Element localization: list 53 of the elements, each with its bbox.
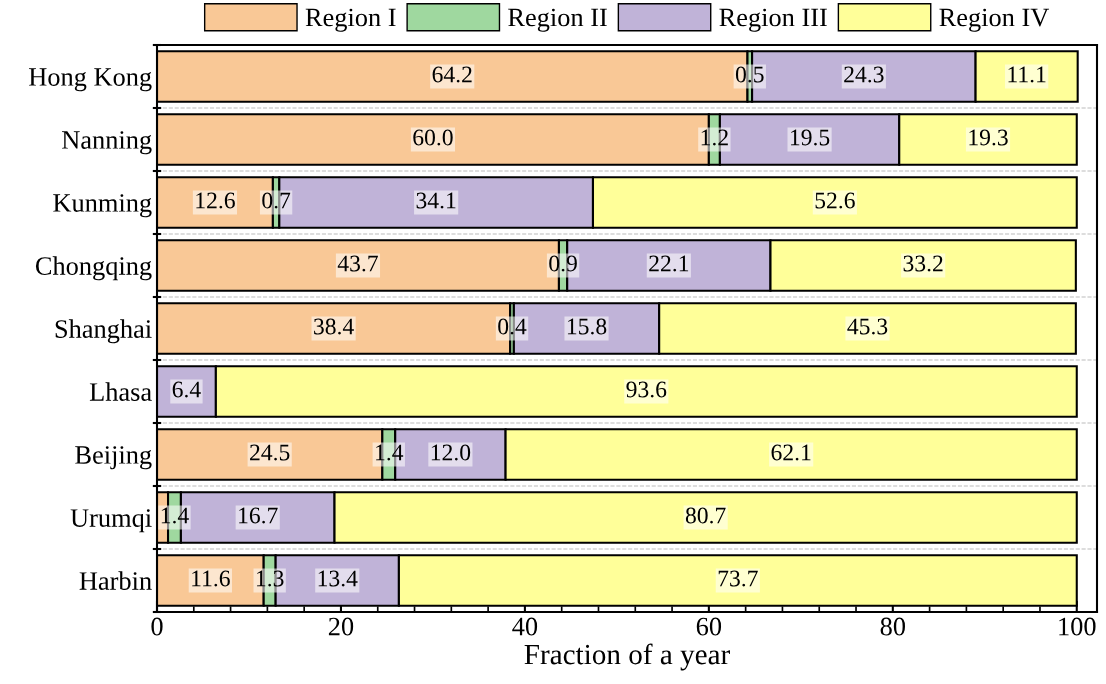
data-label: 0.4 <box>498 318 527 335</box>
data-label: 1.4 <box>376 444 404 461</box>
data-label: 1.3 <box>256 570 284 587</box>
data-label: 24.3 <box>844 66 884 83</box>
x-tick-label: 100 <box>1059 617 1096 636</box>
data-label: 45.3 <box>847 318 888 335</box>
data-label: 24.5 <box>250 444 290 461</box>
x-tick-label: 20 <box>328 617 354 636</box>
data-label: 11.6 <box>192 570 230 587</box>
data-label: 1.4 <box>161 507 189 524</box>
y-tick-label: Urumqi <box>70 509 152 533</box>
y-tick-label: Chongqing <box>35 256 152 281</box>
data-label: 6.4 <box>172 381 201 398</box>
data-label: 1.2 <box>701 129 728 146</box>
legend-label: Region I <box>305 8 396 32</box>
data-label: 80.7 <box>685 507 726 524</box>
data-label: 0.7 <box>262 192 291 209</box>
data-label: 12.0 <box>431 444 471 461</box>
legend-label: Region IV <box>939 8 1050 32</box>
y-tick-label: Shanghai <box>55 319 152 344</box>
data-label: 19.3 <box>969 129 1008 146</box>
y-tick-label: Hong Kong <box>29 68 152 92</box>
y-tick-label: Nanning <box>62 131 152 155</box>
x-tick-label: 60 <box>696 617 722 636</box>
legend-label: Region III <box>719 8 827 32</box>
data-label: 38.4 <box>314 318 354 335</box>
x-tick-label: 0 <box>151 617 163 636</box>
x-tick-label: 40 <box>512 617 538 636</box>
data-label: 13.4 <box>318 570 358 587</box>
data-label: 19.5 <box>790 129 830 146</box>
legend-label: Region II <box>508 8 607 32</box>
data-label: 52.6 <box>815 192 855 209</box>
data-label: 33.2 <box>903 255 943 272</box>
data-label: 62.1 <box>771 444 811 461</box>
data-label: 93.6 <box>626 381 667 398</box>
data-label: 0.9 <box>549 255 577 272</box>
data-label: 64.2 <box>432 66 472 83</box>
x-tick-label: 80 <box>880 617 905 636</box>
y-tick-label: Harbin <box>79 571 152 590</box>
data-label: 73.7 <box>718 570 758 587</box>
y-tick-label: Kunming <box>53 194 152 218</box>
data-label: 16.7 <box>239 507 278 524</box>
data-label: 12.6 <box>196 192 235 209</box>
data-label: 43.7 <box>337 255 378 272</box>
data-label: 60.0 <box>413 129 453 146</box>
data-label: 0.5 <box>735 66 764 83</box>
y-tick-label: Beijing <box>75 446 152 470</box>
data-label: 15.8 <box>567 318 607 335</box>
x-axis-title: Fraction of a year <box>524 643 730 671</box>
data-label: 22.1 <box>649 255 689 272</box>
data-label: 11.1 <box>1008 66 1046 83</box>
y-tick-label: Lhasa <box>89 382 152 401</box>
data-label: 34.1 <box>416 192 456 209</box>
